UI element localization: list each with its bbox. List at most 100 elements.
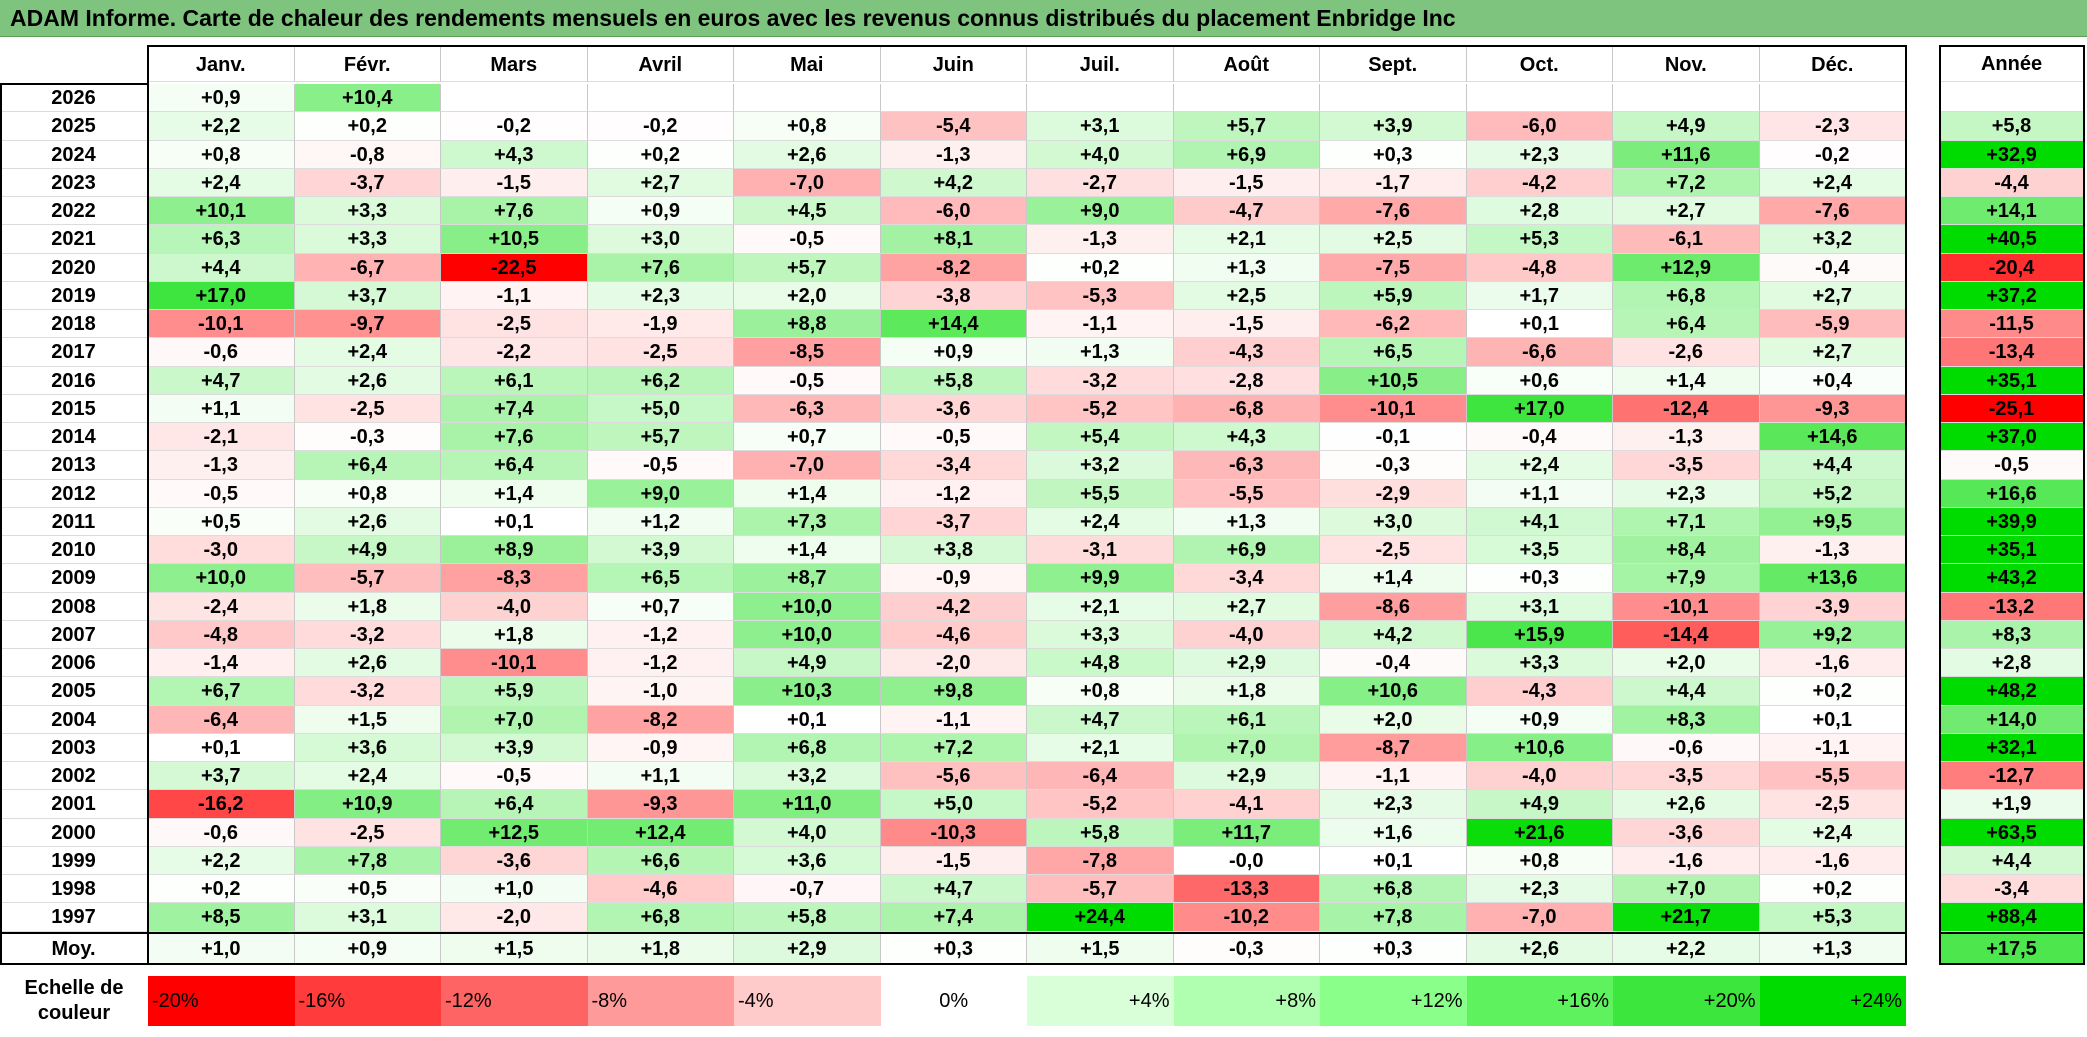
heatmap-cell: -2,5 — [441, 310, 588, 339]
heatmap-cell: -1,2 — [587, 620, 734, 649]
heatmap-cell: +0,8 — [294, 479, 441, 508]
annual-cell: +35,1 — [1940, 536, 2084, 565]
heatmap-cell: +1,5 — [294, 705, 441, 734]
heatmap-cell: -8,2 — [587, 705, 734, 734]
heatmap-cell: +0,1 — [148, 733, 295, 762]
year-label: 1999 — [0, 846, 148, 875]
heatmap-cell: -7,5 — [1320, 253, 1467, 282]
heatmap-cell: -1,5 — [1173, 168, 1320, 197]
heatmap-cell: +0,8 — [1027, 677, 1174, 706]
heatmap-cell: -0,1 — [1320, 423, 1467, 452]
heatmap-cell: +0,2 — [148, 875, 295, 904]
heatmap-cell: +8,3 — [1613, 705, 1760, 734]
year-label: 2014 — [0, 423, 148, 452]
month-header: Juil. — [1027, 46, 1174, 82]
heatmap-cell: -2,9 — [1320, 479, 1467, 508]
color-scale-label: Echelle de couleur — [24, 976, 124, 1024]
heatmap-cell — [880, 84, 1027, 113]
heatmap-cell: -2,5 — [587, 338, 734, 367]
heatmap-cell — [1613, 84, 1760, 113]
month-header: Août — [1173, 46, 1320, 82]
heatmap-cell: +21,6 — [1466, 818, 1613, 847]
heatmap-cell: +8,5 — [148, 903, 295, 932]
heatmap-cell: -0,7 — [734, 875, 881, 904]
heatmap-cell: +7,6 — [441, 423, 588, 452]
heatmap-cell: -3,8 — [880, 281, 1027, 310]
heatmap-cell: +6,9 — [1173, 140, 1320, 169]
heatmap-cell: -10,1 — [441, 649, 588, 678]
heatmap-cell: +7,4 — [441, 394, 588, 423]
heatmap-cell: +2,4 — [1759, 168, 1906, 197]
heatmap-cell: -4,7 — [1173, 197, 1320, 226]
annual-cell: +39,9 — [1940, 507, 2084, 536]
annual-cell: +8,3 — [1940, 620, 2084, 649]
heatmap-cell: +0,8 — [1466, 846, 1613, 875]
year-label: 2003 — [0, 733, 148, 762]
month-header: Oct. — [1466, 46, 1613, 82]
heatmap-cell: +11,7 — [1173, 818, 1320, 847]
year-label: 2006 — [0, 649, 148, 678]
heatmap-cell: +0,4 — [1759, 366, 1906, 395]
heatmap-cell: +5,0 — [880, 790, 1027, 819]
heatmap-cell: +5,4 — [1027, 423, 1174, 452]
heatmap-cell: -6,3 — [734, 394, 881, 423]
heatmap-cell: +10,0 — [734, 620, 881, 649]
annual-cell: +88,4 — [1940, 903, 2084, 932]
heatmap-cell: +6,5 — [1320, 338, 1467, 367]
heatmap-cell: +4,4 — [1759, 451, 1906, 480]
average-separator-line-annual — [1940, 931, 2084, 934]
heatmap-cell: -5,9 — [1759, 310, 1906, 339]
heatmap-cell: -22,5 — [441, 253, 588, 282]
heatmap-cell: -10,1 — [1320, 394, 1467, 423]
heatmap-cell: +2,6 — [1613, 790, 1760, 819]
heatmap-cell: +3,9 — [441, 733, 588, 762]
heatmap-cell: +2,1 — [1027, 733, 1174, 762]
heatmap-cell: -1,5 — [880, 846, 1027, 875]
year-label: 2001 — [0, 790, 148, 819]
heatmap-cell: +2,2 — [148, 112, 295, 141]
heatmap-cell: +2,7 — [1613, 197, 1760, 226]
heatmap-cell: +4,2 — [1320, 620, 1467, 649]
heatmap-cell: -1,1 — [441, 281, 588, 310]
heatmap-cell: +2,3 — [1466, 140, 1613, 169]
heatmap-cell: +4,9 — [1613, 112, 1760, 141]
heatmap-cell: -10,3 — [880, 818, 1027, 847]
heatmap-cell: +2,1 — [1027, 592, 1174, 621]
heatmap-cell: +0,1 — [734, 705, 881, 734]
heatmap-cell: -3,7 — [880, 507, 1027, 536]
heatmap-cell: +7,8 — [294, 846, 441, 875]
heatmap-cell: +3,7 — [148, 762, 295, 791]
color-scale-swatch: -4% — [734, 975, 881, 1026]
annual-cell: +35,1 — [1940, 366, 2084, 395]
heatmap-cell: +0,1 — [1759, 705, 1906, 734]
heatmap-cell: +1,1 — [1466, 479, 1613, 508]
heatmap-cell: +4,1 — [1466, 507, 1613, 536]
heatmap-cell: +2,6 — [734, 140, 881, 169]
heatmap-cell: -0,4 — [1466, 423, 1613, 452]
heatmap-cell: -6,2 — [1320, 310, 1467, 339]
heatmap-cell: -1,4 — [148, 649, 295, 678]
heatmap-cell: +4,8 — [1027, 649, 1174, 678]
heatmap-cell: -1,1 — [1027, 310, 1174, 339]
heatmap-cell: +7,6 — [441, 197, 588, 226]
heatmap-cell: +4,2 — [880, 168, 1027, 197]
annual-cell: +37,0 — [1940, 423, 2084, 452]
annual-cell: +32,9 — [1940, 140, 2084, 169]
heatmap-cell: +10,5 — [1320, 366, 1467, 395]
heatmap-cell: -0,6 — [148, 818, 295, 847]
heatmap-cell: -5,5 — [1173, 479, 1320, 508]
heatmap-cell: +24,4 — [1027, 903, 1174, 932]
heatmap-cell: +2,3 — [1320, 790, 1467, 819]
heatmap-cell: -1,3 — [1613, 423, 1760, 452]
month-header: Juin — [880, 46, 1027, 82]
year-label: 2018 — [0, 310, 148, 339]
heatmap-cell: +3,7 — [294, 281, 441, 310]
year-label: 2022 — [0, 197, 148, 226]
heatmap-cell: -2,0 — [880, 649, 1027, 678]
heatmap-cell: -0,5 — [148, 479, 295, 508]
month-header: Mai — [734, 46, 881, 82]
heatmap-cell: +4,0 — [1027, 140, 1174, 169]
average-cell: +0,9 — [294, 933, 441, 964]
year-label: 2016 — [0, 366, 148, 395]
year-label: 1998 — [0, 875, 148, 904]
